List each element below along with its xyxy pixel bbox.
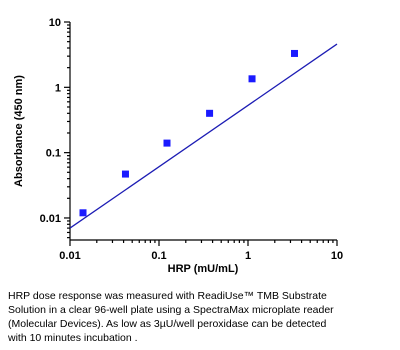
data-point xyxy=(290,49,298,57)
x-tick-label: 0.01 xyxy=(59,250,80,262)
x-tick-label: 10 xyxy=(331,250,343,262)
y-axis-title: Absorbance (450 nm) xyxy=(13,75,25,187)
data-point xyxy=(206,109,214,117)
y-tick-label: 0.1 xyxy=(46,148,61,160)
x-tick-label: 0.1 xyxy=(151,250,166,262)
data-point xyxy=(163,139,171,147)
data-point xyxy=(121,170,129,178)
x-tick-label: 1 xyxy=(245,250,251,262)
x-axis-title: HRP (mU/mL) xyxy=(168,263,239,275)
caption-line: (Molecular Devices). As low as 3µU/well … xyxy=(8,318,326,330)
fit-line xyxy=(69,43,338,229)
caption-line: with 10 minutes incubation . xyxy=(7,332,138,344)
y-tick-label: 0.01 xyxy=(40,213,61,225)
caption-line: HRP dose response was measured with Read… xyxy=(8,290,327,302)
data-point xyxy=(248,75,256,83)
data-point xyxy=(79,209,87,217)
caption-line: Solution in a clear 96-well plate using … xyxy=(8,304,334,316)
y-tick-label: 1 xyxy=(55,82,61,94)
y-tick-label: 10 xyxy=(49,17,61,29)
